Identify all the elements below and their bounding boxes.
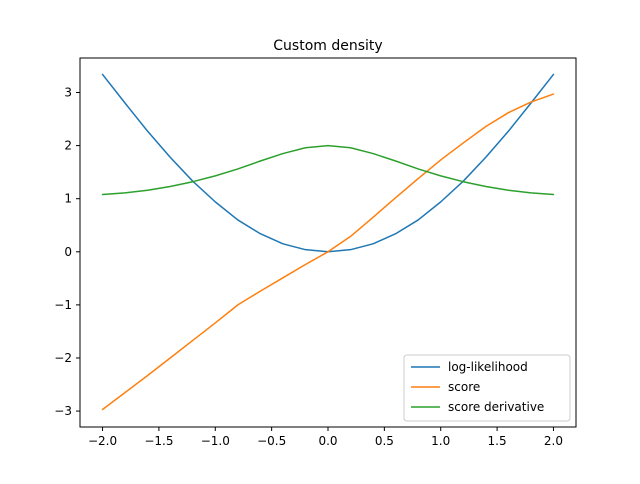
- y-tick-label: 1: [64, 192, 72, 206]
- x-tick-label: 0.0: [318, 434, 337, 448]
- y-tick-label: 0: [64, 245, 72, 259]
- x-tick-label: −0.5: [257, 434, 286, 448]
- legend-box: [403, 354, 571, 422]
- x-tick-label: 0.5: [375, 434, 394, 448]
- x-tick-label: 2.0: [544, 434, 563, 448]
- x-tick-label: 1.5: [488, 434, 507, 448]
- x-axis: −2.0 −1.5 −1.0 −0.5 0.0 0.5 1.0 1.5 2.0: [88, 427, 563, 448]
- x-tick-label: 1.0: [431, 434, 450, 448]
- chart-title: Custom density: [273, 38, 382, 54]
- y-tick-label: −1: [54, 298, 72, 312]
- x-tick-label: −2.0: [88, 434, 117, 448]
- series-layer: [101, 73, 555, 411]
- y-tick-label: 3: [64, 86, 72, 100]
- y-axis: −3 −2 −1 0 1 2 3: [54, 86, 80, 418]
- y-tick-label: 2: [64, 139, 72, 153]
- legend-label: score derivative: [448, 400, 544, 414]
- y-tick-label: −3: [54, 404, 72, 418]
- x-tick-label: −1.5: [144, 434, 173, 448]
- y-tick-label: −2: [54, 351, 72, 365]
- legend-label: log-likelihood: [448, 360, 528, 374]
- series-line-score-derivative: [101, 144, 555, 196]
- legend-label: score: [448, 380, 480, 394]
- series-line-score: [101, 93, 555, 411]
- legend: log-likelihood score score derivative: [403, 354, 571, 422]
- series-line-log-likelihood: [101, 73, 555, 253]
- x-tick-label: −1.0: [201, 434, 230, 448]
